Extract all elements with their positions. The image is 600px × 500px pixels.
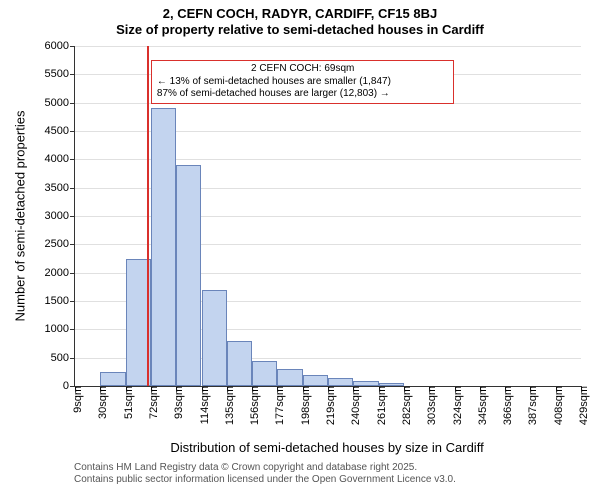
footer-line-1: Contains HM Land Registry data © Crown c…	[74, 462, 456, 474]
plot-area: 0500100015002000250030003500400045005000…	[74, 46, 581, 387]
x-tick-label: 51sqm	[117, 386, 135, 419]
x-tick-label: 30sqm	[91, 386, 109, 419]
histogram-bar	[303, 375, 328, 386]
x-tick-label: 387sqm	[521, 386, 539, 425]
annotation-line-3: 87% of semi-detached houses are larger (…	[157, 88, 449, 101]
footer-attribution: Contains HM Land Registry data © Crown c…	[74, 462, 456, 486]
x-tick-label: 366sqm	[496, 386, 514, 425]
x-tick-label: 303sqm	[420, 386, 438, 425]
x-tick-label: 72sqm	[142, 386, 160, 419]
x-tick-label: 240sqm	[344, 386, 362, 425]
annotation-box: 2 CEFN COCH: 69sqm← 13% of semi-detached…	[151, 60, 455, 104]
title-line-2: Size of property relative to semi-detach…	[0, 22, 600, 38]
histogram-bar	[328, 378, 353, 387]
property-marker-line	[147, 46, 149, 386]
y-tick-label: 3500	[45, 182, 75, 194]
y-tick-label: 2000	[45, 267, 75, 279]
histogram-bar	[151, 108, 176, 386]
x-tick-label: 408sqm	[547, 386, 565, 425]
chart-container: 2, CEFN COCH, RADYR, CARDIFF, CF15 8BJ S…	[0, 0, 600, 500]
y-tick-label: 1000	[45, 323, 75, 335]
histogram-bar	[227, 341, 252, 386]
histogram-bar	[252, 361, 277, 387]
y-tick-label: 500	[51, 352, 75, 364]
x-tick-label: 345sqm	[471, 386, 489, 425]
x-axis-label: Distribution of semi-detached houses by …	[170, 440, 483, 455]
x-tick-label: 198sqm	[294, 386, 312, 425]
histogram-bar	[202, 290, 227, 386]
x-tick-label: 135sqm	[218, 386, 236, 425]
histogram-bar	[277, 369, 302, 386]
y-tick-label: 5000	[45, 97, 75, 109]
histogram-bar	[100, 372, 125, 386]
x-tick-label: 261sqm	[370, 386, 388, 425]
annotation-line-1: 2 CEFN COCH: 69sqm	[157, 63, 449, 76]
x-tick-label: 9sqm	[66, 386, 84, 413]
y-tick-label: 4000	[45, 153, 75, 165]
y-tick-label: 3000	[45, 210, 75, 222]
x-tick-label: 156sqm	[243, 386, 261, 425]
histogram-bar	[176, 165, 201, 386]
x-tick-label: 324sqm	[446, 386, 464, 425]
title-line-1: 2, CEFN COCH, RADYR, CARDIFF, CF15 8BJ	[0, 6, 600, 22]
x-tick-label: 177sqm	[268, 386, 286, 425]
x-tick-label: 114sqm	[193, 386, 211, 424]
y-tick-label: 1500	[45, 295, 75, 307]
x-tick-label: 93sqm	[167, 386, 185, 419]
x-tick-label: 429sqm	[572, 386, 590, 425]
annotation-line-2: ← 13% of semi-detached houses are smalle…	[157, 76, 449, 89]
y-tick-label: 5500	[45, 68, 75, 80]
x-tick-label: 282sqm	[395, 386, 413, 425]
y-tick-label: 4500	[45, 125, 75, 137]
footer-line-2: Contains public sector information licen…	[74, 474, 456, 486]
title-block: 2, CEFN COCH, RADYR, CARDIFF, CF15 8BJ S…	[0, 0, 600, 37]
y-tick-label: 6000	[45, 40, 75, 52]
y-tick-label: 2500	[45, 238, 75, 250]
y-axis-label: Number of semi-detached properties	[13, 111, 28, 322]
grid-line	[75, 46, 581, 47]
x-tick-label: 219sqm	[319, 386, 337, 425]
